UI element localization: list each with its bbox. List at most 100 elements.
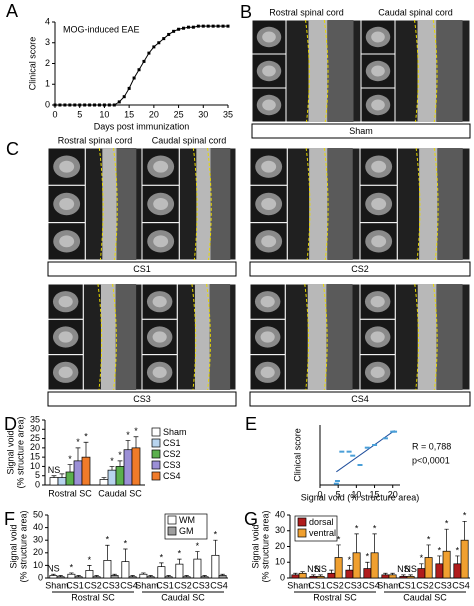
bar: [388, 574, 397, 579]
bar: [49, 575, 58, 579]
cord-core: [58, 366, 73, 378]
cord-core: [371, 160, 387, 173]
significance-label: *: [106, 535, 110, 545]
error-bar: [58, 575, 63, 577]
significance-label: *: [427, 534, 431, 544]
y-tick-label: 0: [38, 572, 43, 582]
cord-outline: [113, 147, 118, 261]
legend-swatch: [297, 528, 307, 538]
error-bar: [220, 573, 225, 576]
cord-core: [58, 331, 73, 343]
marker: [58, 103, 62, 107]
error-bar: [408, 574, 413, 577]
label-box: [249, 261, 471, 277]
bar: [370, 552, 379, 579]
x-tick-label: 15: [124, 109, 134, 119]
bar: [81, 456, 91, 486]
marker: [206, 24, 210, 28]
legend-label: WM: [179, 515, 195, 525]
cord-core: [371, 198, 387, 210]
image-header: Caudal spinal cord: [378, 7, 453, 17]
cord-outline: [207, 147, 212, 261]
bar: [128, 576, 137, 579]
cord-core: [371, 235, 387, 248]
marker: [112, 103, 116, 107]
bar: [309, 576, 318, 579]
y-tick-label: 3: [45, 37, 50, 47]
cord-core: [370, 331, 385, 343]
error-bar: [51, 573, 56, 576]
cord-core: [59, 160, 75, 173]
label-box: [47, 391, 237, 407]
error-bar: [195, 551, 200, 560]
bar: [460, 539, 469, 579]
error-bar: [123, 548, 128, 562]
error-bar: [101, 477, 107, 480]
y-tick-label: 0: [45, 99, 50, 109]
legend-label: CS3: [163, 460, 181, 470]
error-bar: [383, 572, 388, 575]
cord-core: [260, 331, 275, 343]
bar: [363, 568, 372, 579]
error-bar: [202, 575, 207, 577]
group-label: Rostral SC: [71, 592, 115, 602]
x-tick-label: 35: [223, 109, 233, 119]
marker: [177, 27, 181, 31]
cord-core: [59, 198, 75, 210]
y-tick-label: 40: [275, 509, 285, 519]
image-label: CS4: [351, 394, 369, 404]
y-tick-label: 30: [30, 424, 40, 434]
bar: [175, 563, 184, 579]
bar: [442, 550, 451, 579]
marker: [157, 41, 161, 45]
significance-label: *: [355, 523, 359, 533]
cord-outline: [323, 19, 329, 123]
error-bar: [347, 565, 352, 571]
error-bar: [372, 533, 377, 553]
cord-outline: [305, 147, 311, 261]
marker: [97, 103, 101, 107]
significance-label: NS: [307, 564, 320, 574]
marker: [53, 103, 57, 107]
marker: [172, 29, 176, 33]
marker: [132, 76, 136, 80]
significance-label: NS: [47, 564, 60, 574]
error-bar: [75, 447, 81, 461]
marker: [216, 24, 220, 28]
y-tick-label: 10: [275, 557, 285, 567]
bar: [146, 576, 155, 579]
y-axis-label: Signal void: [5, 430, 15, 474]
error-bar: [365, 561, 370, 569]
legend-swatch: [167, 526, 177, 536]
annotation: p<0,0001: [412, 455, 450, 465]
regression-line: [336, 430, 395, 473]
marker: [186, 25, 190, 29]
significance-label: *: [68, 454, 72, 464]
error-bar: [125, 440, 131, 450]
cord-outline: [112, 283, 117, 391]
cord-core: [262, 65, 276, 77]
group-label: Rostral SC: [48, 488, 92, 498]
cord-outline: [322, 283, 328, 391]
error-bar: [300, 571, 305, 574]
y-axis-label: Clinical score: [292, 428, 302, 482]
marker: [127, 86, 131, 90]
bar: [74, 576, 83, 579]
error-bar: [105, 544, 110, 561]
marker: [83, 103, 87, 107]
significance-label: *: [420, 553, 424, 563]
cord: [417, 20, 437, 122]
significance-label: *: [84, 432, 88, 442]
x-tick-label: 5: [77, 109, 82, 119]
cord-outline: [432, 283, 438, 391]
x-tick-label: 20: [149, 109, 159, 119]
error-bar: [329, 569, 334, 574]
error-bar: [87, 565, 92, 571]
marker: [63, 103, 67, 107]
error-bar: [437, 555, 442, 564]
error-bar: [117, 460, 123, 467]
significance-label: *: [214, 530, 218, 540]
x-tick-label: CS4: [362, 580, 380, 590]
x-tick-label: Sham: [45, 580, 69, 590]
panel-letter: B: [240, 2, 252, 22]
